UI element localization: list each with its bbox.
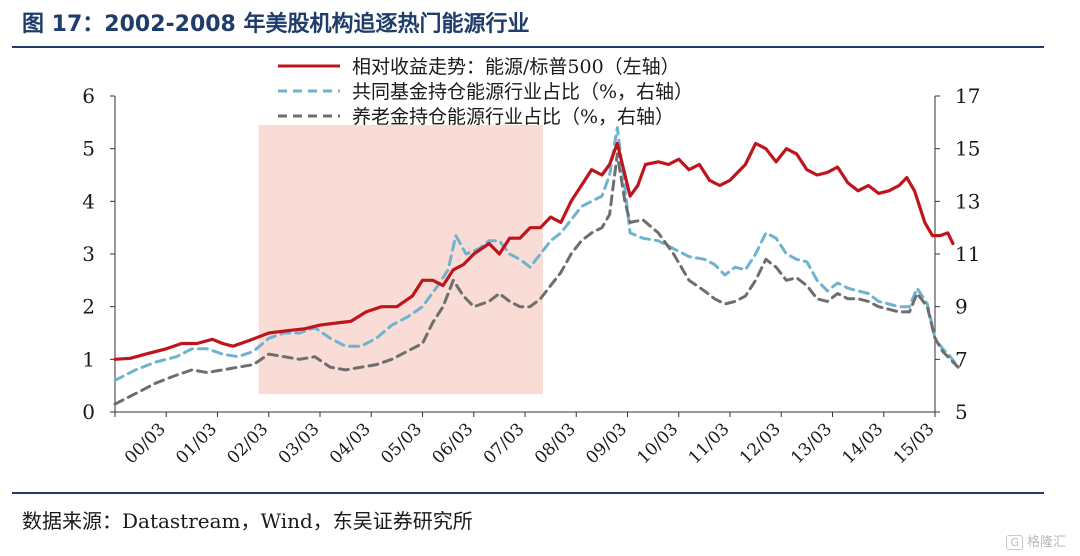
x-tick-label: 09/03 <box>582 419 631 468</box>
right-tick-label: 11 <box>955 242 980 266</box>
x-tick-label: 06/03 <box>428 419 477 468</box>
x-tick-label: 14/03 <box>838 419 887 468</box>
title-divider <box>12 46 1044 48</box>
x-tick-label: 15/03 <box>890 419 939 468</box>
x-tick-label: 05/03 <box>377 419 426 468</box>
source-note: 数据来源：Datastream，Wind，东吴证券研究所 <box>22 509 473 533</box>
series-line-0 <box>113 141 955 361</box>
left-tick-label: 1 <box>82 347 95 371</box>
left-tick-label: 3 <box>82 242 95 266</box>
x-tick-label: 11/03 <box>685 419 734 468</box>
right-tick-label: 5 <box>955 400 968 424</box>
x-tick-label: 00/03 <box>121 419 170 468</box>
left-tick-label: 2 <box>82 295 95 319</box>
page-title: 图 17：2002-2008 年美股机构追逐热门能源行业 <box>22 12 530 37</box>
right-tick-label: 9 <box>955 295 968 319</box>
left-tick-label: 4 <box>82 189 95 213</box>
footer-divider <box>12 492 1044 494</box>
logo-box-icon: G <box>1006 535 1023 550</box>
x-tick-label: 01/03 <box>172 419 221 468</box>
x-tick-label: 03/03 <box>275 419 324 468</box>
right-tick-label: 15 <box>955 137 980 161</box>
right-tick-label: 13 <box>955 189 980 213</box>
legend-label-1: 共同基金持仓能源行业占比（%，右轴） <box>352 81 693 103</box>
right-tick-label: 17 <box>955 84 980 108</box>
watermark: G 格隆汇 <box>1006 531 1066 550</box>
x-tick-label: 12/03 <box>736 419 785 468</box>
watermark-text: 格隆汇 <box>1026 535 1066 550</box>
highlight-band <box>258 125 543 394</box>
left-tick-label: 0 <box>82 400 95 424</box>
legend-label-0: 相对收益走势：能源/标普500（左轴） <box>352 56 680 78</box>
x-tick-label: 04/03 <box>326 419 375 468</box>
x-tick-label: 13/03 <box>787 419 836 468</box>
x-tick-label: 02/03 <box>223 419 272 468</box>
series-line-2 <box>113 152 960 406</box>
left-tick-label: 5 <box>82 137 95 161</box>
legend-label-2: 养老金持仓能源行业占比（%，右轴） <box>352 106 674 128</box>
x-tick-label: 10/03 <box>633 419 682 468</box>
left-tick-label: 6 <box>82 84 95 108</box>
x-tick-label: 07/03 <box>480 419 529 468</box>
x-tick-label: 08/03 <box>531 419 580 468</box>
